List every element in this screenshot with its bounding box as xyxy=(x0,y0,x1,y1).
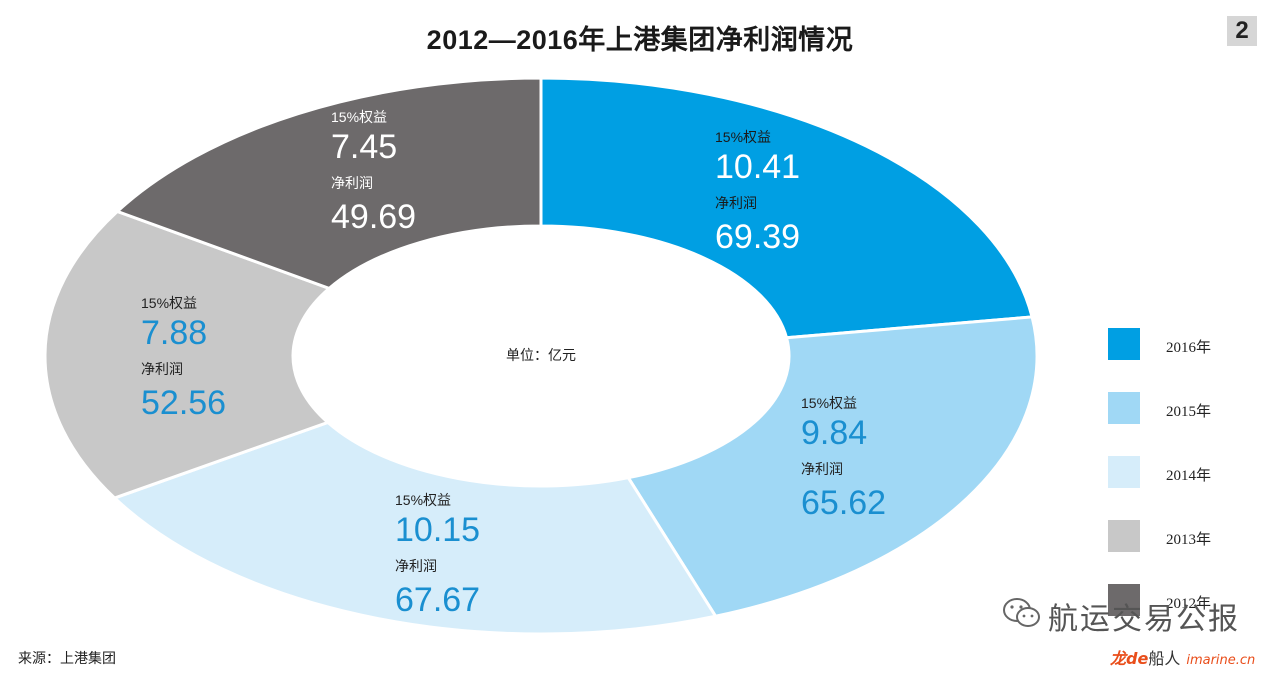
legend-item-2013: 2013年 xyxy=(1108,520,1268,554)
watermark: 航运交易公报 xyxy=(1002,592,1252,637)
source-note: 来源：上港集团 xyxy=(18,651,116,667)
logo-part-1: 龙de xyxy=(1110,649,1149,668)
site-logo: 龙de船人 imarine.cn xyxy=(1110,645,1275,671)
net-label-2014: 净利润 xyxy=(395,558,437,574)
slice-2013 xyxy=(43,209,333,500)
legend-label-2013: 2013年 xyxy=(1166,532,1212,548)
legend-swatch-2013 xyxy=(1108,520,1140,552)
page-number: 2 xyxy=(1227,16,1257,46)
legend-item-2016: 2016年 xyxy=(1108,328,1268,362)
legend-label-2014: 2014年 xyxy=(1166,468,1212,484)
logo-part-3: imarine.cn xyxy=(1186,653,1256,668)
net-value-2014: 67.67 xyxy=(395,581,480,619)
chart-title: 2012—2016年上港集团净利润情况 xyxy=(426,25,854,55)
legend-label-2015: 2015年 xyxy=(1166,404,1212,420)
net-label-2012: 净利润 xyxy=(331,175,373,191)
wechat-icon xyxy=(1003,598,1040,627)
net-value-2013: 52.56 xyxy=(141,384,226,422)
equity-value-2014: 10.15 xyxy=(395,511,480,549)
net-value-2015: 65.62 xyxy=(801,484,886,522)
legend-item-2014: 2014年 xyxy=(1108,456,1268,490)
legend-swatch-2015 xyxy=(1108,392,1140,424)
equity-label-2013: 15%权益 xyxy=(141,295,197,311)
legend-label-2016: 2016年 xyxy=(1166,340,1212,356)
legend-label-2012: 2012年 xyxy=(1166,596,1212,612)
equity-label-2015: 15%权益 xyxy=(801,395,857,411)
legend-swatch-2014 xyxy=(1108,456,1140,488)
legend-item-2012: 2012年 xyxy=(1108,584,1268,618)
slice-2015 xyxy=(625,315,1039,618)
net-label-2013: 净利润 xyxy=(141,361,183,377)
legend-swatch-2012 xyxy=(1108,584,1140,616)
slice-2012 xyxy=(114,76,543,291)
equity-value-2012: 7.45 xyxy=(331,128,397,166)
legend-item-2015: 2015年 xyxy=(1108,392,1268,426)
watermark-text: 航运交易公报 xyxy=(1048,602,1240,637)
net-value-2012: 49.69 xyxy=(331,198,416,236)
equity-label-2012: 15%权益 xyxy=(331,109,387,125)
net-label-2015: 净利润 xyxy=(801,461,843,477)
equity-label-2014: 15%权益 xyxy=(395,492,451,508)
unit-label: 单位：亿元 xyxy=(506,347,576,363)
slice-2014 xyxy=(111,420,718,636)
slice-2016 xyxy=(539,76,1034,340)
equity-value-2015: 9.84 xyxy=(801,414,867,452)
legend-swatch-2016 xyxy=(1108,328,1140,360)
equity-label-2016: 15%权益 xyxy=(715,129,771,145)
equity-value-2016: 10.41 xyxy=(715,148,800,186)
net-label-2016: 净利润 xyxy=(715,195,757,211)
equity-value-2013: 7.88 xyxy=(141,314,207,352)
logo-part-2: 船人 xyxy=(1148,649,1181,668)
net-value-2016: 69.39 xyxy=(715,218,800,256)
